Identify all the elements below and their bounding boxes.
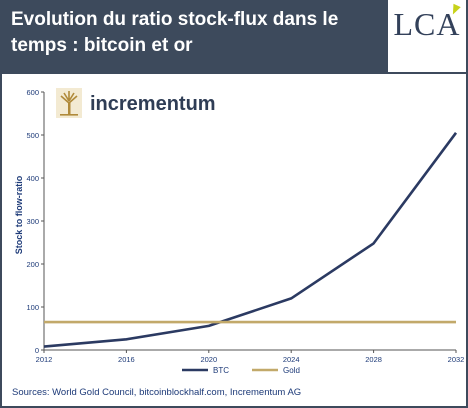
y-tick-label: 200: [26, 260, 39, 269]
x-axis: 2012 2016 2020 2024 2028 2032: [36, 349, 465, 364]
x-tick-label: 2024: [283, 355, 300, 364]
x-tick-label: 2012: [36, 355, 53, 364]
brand-name: incrementum: [90, 93, 216, 115]
lca-logo-text: LCA: [393, 6, 461, 42]
title-line-2: temps : bitcoin et or: [11, 35, 193, 56]
x-tick-label: 2032: [448, 355, 465, 364]
legend-label-gold: Gold: [283, 366, 300, 375]
lca-logo: LCA: [388, 0, 466, 72]
x-tick-label: 2028: [365, 355, 382, 364]
x-tick-label: 2020: [200, 355, 217, 364]
incrementum-brand: incrementum: [56, 88, 236, 122]
x-tick-label: 2016: [118, 355, 135, 364]
chart-title: Evolution du ratio stock-flux dans le te…: [11, 7, 381, 59]
y-tick-label: 100: [26, 303, 39, 312]
header-banner: Evolution du ratio stock-flux dans le te…: [0, 0, 468, 74]
tree-icon: [56, 88, 82, 118]
title-line-1: Evolution du ratio stock-flux dans le: [11, 9, 339, 30]
y-tick-label: 0: [35, 346, 39, 355]
line-chart: 0 100 200 300 400 500 600 2012 2016 2020 2024 2028…: [14, 88, 465, 375]
y-axis-label: Stock to flow-ratio: [14, 175, 24, 254]
y-tick-label: 400: [26, 174, 39, 183]
y-tick-label: 600: [26, 88, 39, 97]
chart-area: 0 100 200 300 400 500 600 2012 2016 2020 2024 2028…: [0, 80, 468, 380]
legend: BTC Gold: [182, 366, 300, 375]
source-note: Sources: World Gold Council, bitcoinbloc…: [12, 387, 302, 398]
legend-label-btc: BTC: [213, 366, 229, 375]
y-axis: 0 100 200 300 400 500 600: [26, 88, 45, 355]
y-tick-label: 500: [26, 131, 39, 140]
series-line-btc: [43, 132, 458, 348]
series-lines: [43, 132, 458, 348]
y-tick-label: 300: [26, 217, 39, 226]
